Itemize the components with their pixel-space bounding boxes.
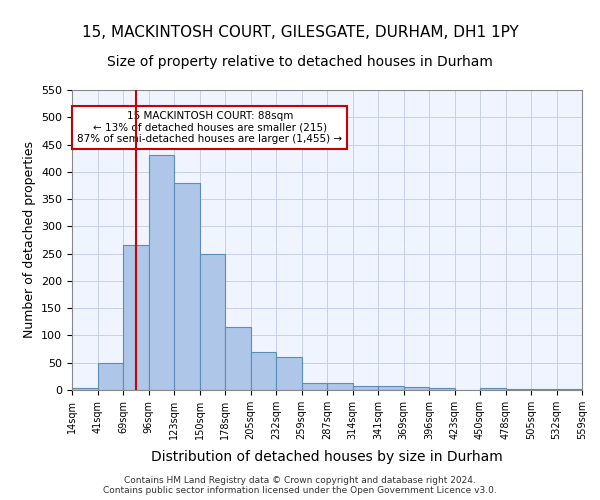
- Bar: [404, 386, 429, 390]
- Text: 15 MACKINTOSH COURT: 88sqm
← 13% of detached houses are smaller (215)
87% of sem: 15 MACKINTOSH COURT: 88sqm ← 13% of deta…: [77, 111, 342, 144]
- Bar: [378, 386, 404, 390]
- Bar: [174, 182, 199, 390]
- Bar: [225, 328, 251, 390]
- Bar: [353, 386, 378, 390]
- Text: Size of property relative to detached houses in Durham: Size of property relative to detached ho…: [107, 55, 493, 69]
- Bar: [97, 362, 123, 390]
- Text: Contains HM Land Registry data © Crown copyright and database right 2024.
Contai: Contains HM Land Registry data © Crown c…: [103, 476, 497, 495]
- Text: 15, MACKINTOSH COURT, GILESGATE, DURHAM, DH1 1PY: 15, MACKINTOSH COURT, GILESGATE, DURHAM,…: [82, 25, 518, 40]
- X-axis label: Distribution of detached houses by size in Durham: Distribution of detached houses by size …: [151, 450, 503, 464]
- Bar: [123, 246, 149, 390]
- Bar: [251, 352, 276, 390]
- Bar: [276, 358, 302, 390]
- Bar: [429, 388, 455, 390]
- Bar: [302, 383, 327, 390]
- Bar: [199, 254, 225, 390]
- Bar: [480, 388, 505, 390]
- Y-axis label: Number of detached properties: Number of detached properties: [23, 142, 35, 338]
- Bar: [72, 388, 97, 390]
- Bar: [327, 383, 353, 390]
- Bar: [149, 156, 174, 390]
